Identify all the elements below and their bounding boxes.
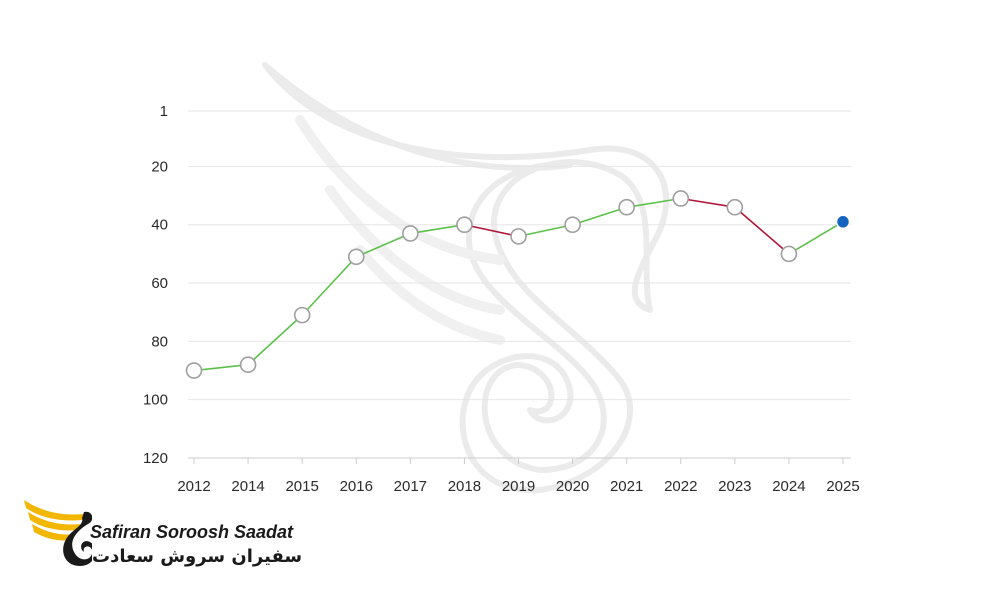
grid (188, 110, 851, 459)
x-tick-label: 2012 (177, 478, 210, 495)
line-segment (410, 223, 465, 235)
data-point (780, 245, 798, 263)
line-segment (518, 223, 573, 238)
y-tick-label: 60 (151, 275, 168, 292)
x-tick-label: 2021 (610, 478, 643, 495)
data-point (347, 248, 365, 266)
line-segment (680, 197, 735, 209)
y-tick-label: 120 (143, 450, 168, 467)
y-tick-label: 40 (151, 217, 168, 234)
company-logo: Safiran Soroosh Saadat سفیران سروش سعادت (22, 492, 322, 582)
x-tick-label: 2017 (394, 478, 427, 495)
data-point (510, 228, 527, 245)
y-tick-label: 1 (160, 103, 168, 120)
data-point (185, 362, 203, 379)
data-point (456, 216, 473, 234)
x-tick-label: 2018 (448, 478, 481, 495)
line-segment (626, 197, 681, 209)
line-segment (355, 232, 411, 258)
logo-name-fa: سفیران سروش سعادت (92, 546, 303, 567)
data-point (293, 306, 311, 324)
x-tick-label: 2024 (772, 478, 805, 495)
series-line (193, 197, 844, 372)
x-tick-label: 2022 (664, 478, 697, 495)
logo-name-en: Safiran Soroosh Saadat (90, 522, 294, 542)
line-segment (734, 206, 790, 255)
line-segment (788, 221, 844, 255)
x-tick-label: 2015 (285, 478, 318, 495)
swan-wing-logo-icon (24, 500, 92, 566)
x-tick-label: 2020 (556, 478, 589, 495)
y-tick-label: 80 (151, 333, 168, 350)
x-tick-label: 2019 (502, 478, 535, 495)
x-axis: 2012 2014 2015 2016 2017 2018 2019 2020 2021 2022… (177, 458, 860, 495)
series-markers (185, 190, 851, 379)
data-point (618, 198, 635, 216)
line-segment (301, 256, 357, 316)
line-segment (572, 206, 627, 226)
y-tick-label: 20 (151, 158, 168, 175)
line-segment (247, 314, 303, 366)
data-point (672, 190, 690, 207)
x-tick-label: 2025 (826, 478, 859, 495)
x-tick-label: 2016 (340, 478, 373, 495)
x-tick-label: 2023 (718, 478, 751, 495)
data-point (726, 198, 744, 216)
swan-watermark-icon (262, 62, 670, 494)
data-point (564, 216, 581, 234)
data-point (239, 356, 257, 373)
data-point (402, 225, 419, 242)
line-segment (464, 223, 519, 238)
line-segment (193, 363, 249, 372)
x-tick-label: 2014 (231, 478, 264, 495)
y-tick-label: 100 (143, 392, 168, 409)
data-point-latest (835, 214, 851, 230)
